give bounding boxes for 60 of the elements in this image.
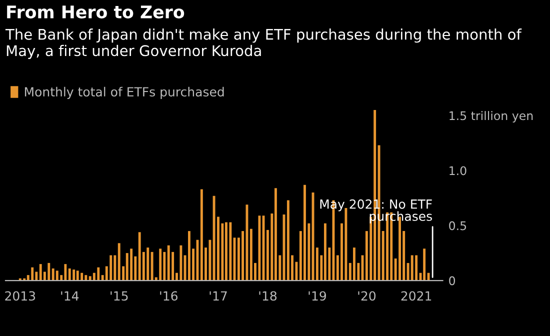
bar bbox=[200, 189, 203, 281]
x-tick-label: '16 bbox=[160, 291, 178, 301]
bar bbox=[423, 248, 426, 281]
bar bbox=[35, 272, 38, 281]
bar bbox=[324, 223, 326, 281]
x-tick-label: '18 bbox=[259, 291, 277, 301]
x-tick-label: '17 bbox=[210, 291, 227, 300]
x-tick-label: '14 bbox=[61, 291, 79, 300]
bar bbox=[88, 276, 92, 281]
x-tick-label: '20 bbox=[358, 291, 376, 301]
x-tick-label: 2013 bbox=[5, 291, 36, 301]
bar bbox=[72, 270, 76, 281]
chart-title: From Hero to Zero bbox=[7, 6, 184, 18]
bar bbox=[39, 264, 42, 281]
legend-label: Monthly total of ETFs purchased bbox=[24, 86, 224, 99]
bar bbox=[410, 255, 414, 281]
bar bbox=[80, 272, 84, 281]
bar bbox=[415, 255, 418, 281]
bar bbox=[150, 252, 154, 281]
bar bbox=[229, 222, 232, 281]
bar bbox=[242, 231, 244, 281]
bar bbox=[97, 267, 100, 281]
bar bbox=[64, 264, 67, 281]
bar bbox=[304, 184, 306, 281]
bar bbox=[159, 248, 162, 281]
bar bbox=[56, 270, 58, 281]
bar bbox=[180, 245, 182, 281]
bar bbox=[208, 240, 212, 281]
bar bbox=[68, 268, 71, 281]
bar bbox=[52, 268, 54, 281]
bar bbox=[286, 200, 290, 281]
bar bbox=[114, 255, 116, 281]
bar bbox=[258, 216, 261, 281]
bar bbox=[138, 232, 141, 281]
y-tick-label: 1.0 bbox=[450, 166, 466, 176]
bar bbox=[344, 208, 348, 281]
bar bbox=[31, 267, 34, 281]
bar bbox=[48, 262, 50, 281]
bar bbox=[250, 228, 252, 281]
bar bbox=[225, 222, 228, 281]
bar bbox=[76, 270, 79, 281]
x-tick-label: 2021 bbox=[401, 291, 432, 301]
y-tick-label: 0 bbox=[449, 276, 456, 286]
bar bbox=[188, 231, 190, 281]
bar bbox=[274, 188, 277, 281]
bar bbox=[118, 243, 120, 281]
y-tick-label: 0.5 bbox=[449, 221, 466, 230]
text: The Bank of Japan didn't make any ETF purchases during the month of May, a first under Governor Kuroda bbox=[5, 28, 522, 60]
bar bbox=[352, 248, 356, 281]
bar bbox=[110, 255, 112, 281]
bar bbox=[217, 216, 220, 281]
bar bbox=[167, 245, 170, 281]
bar bbox=[130, 248, 133, 281]
x-tick-label: '19 bbox=[308, 291, 326, 301]
bar bbox=[316, 248, 318, 281]
bar bbox=[146, 248, 150, 281]
bar bbox=[163, 252, 166, 281]
bar bbox=[84, 275, 88, 281]
x-tick-label: '15 bbox=[110, 291, 128, 301]
y-tick-label: 1.5 trillion yen bbox=[450, 111, 533, 122]
